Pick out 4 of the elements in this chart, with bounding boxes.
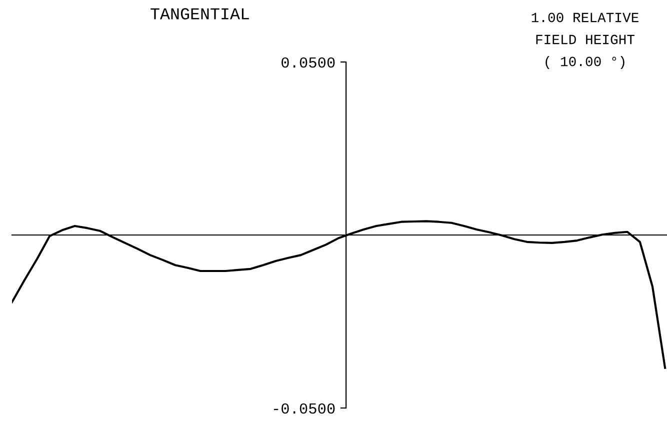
y-tick-label: 0.0500 bbox=[282, 57, 335, 68]
annotation: 1.00 RELATIVE FIELD HEIGHT ( 10.00 °) bbox=[532, 12, 638, 69]
y-tick-label: -0.0500 bbox=[274, 403, 335, 414]
chart-title: TANGENTIAL bbox=[150, 8, 249, 20]
